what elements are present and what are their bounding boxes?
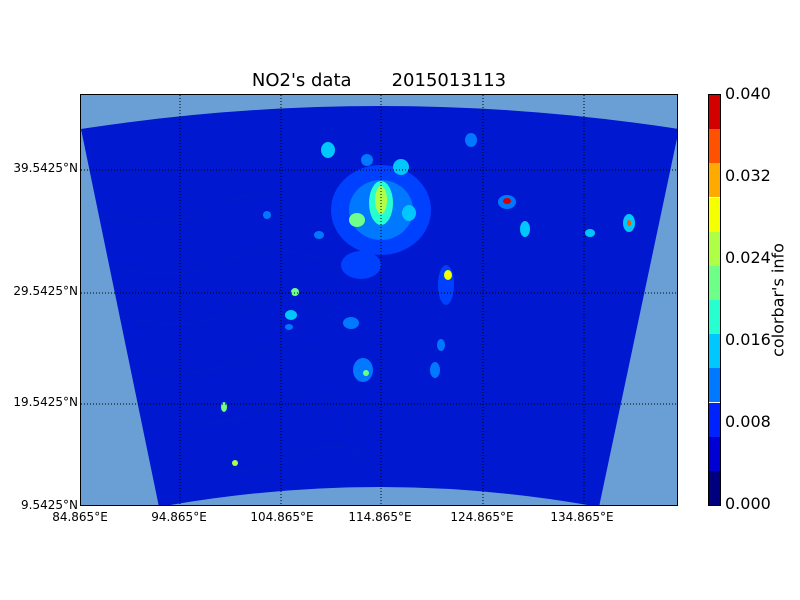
- colorbar-segment: [709, 402, 720, 437]
- colorbar-label: colorbar's info: [768, 243, 788, 357]
- colorbar-segment: [709, 231, 720, 266]
- colorbar-segment: [709, 163, 720, 198]
- colorbar-tick-label: 0.016: [725, 330, 771, 349]
- colorbar-tick-label: 0.008: [725, 412, 771, 431]
- colorbar-segment: [709, 95, 720, 130]
- colorbar-segment: [709, 197, 720, 232]
- no2-concentration-map: [80, 94, 678, 506]
- colorbar-segment: [709, 334, 720, 369]
- lon-label: 114.865°E: [348, 510, 412, 524]
- lon-label: 134.865°E: [550, 510, 614, 524]
- lon-label: 124.865°E: [450, 510, 514, 524]
- colorbar-segment: [709, 265, 720, 300]
- colorbar-tick-label: 0.040: [725, 84, 771, 103]
- gridlines: [81, 95, 677, 505]
- lon-label: 84.865°E: [52, 510, 108, 524]
- colorbar-segment: [709, 436, 720, 471]
- colorbar-segment: [709, 129, 720, 164]
- map-canvas: [81, 95, 677, 505]
- map-title: NO2's data 2015013113: [251, 70, 507, 91]
- lat-label: 19.5425°N: [13, 395, 78, 409]
- colorbar-segment: [709, 368, 720, 403]
- lon-label: 104.865°E: [250, 510, 314, 524]
- colorbar-tick-label: 0.032: [725, 166, 771, 185]
- lat-label: 39.5425°N: [13, 161, 78, 175]
- colorbar-tick-label: 0.000: [725, 494, 771, 513]
- lat-label: 9.5425°N: [21, 498, 78, 512]
- lon-label: 94.865°E: [151, 510, 207, 524]
- colorbar: [708, 94, 721, 506]
- colorbar-segment: [709, 470, 720, 505]
- data-domain: [81, 106, 677, 505]
- colorbar-tick-label: 0.024: [725, 248, 771, 267]
- lat-label: 29.5425°N: [13, 284, 78, 298]
- terrain-contours: [100, 193, 382, 476]
- colorbar-segment: [709, 300, 720, 335]
